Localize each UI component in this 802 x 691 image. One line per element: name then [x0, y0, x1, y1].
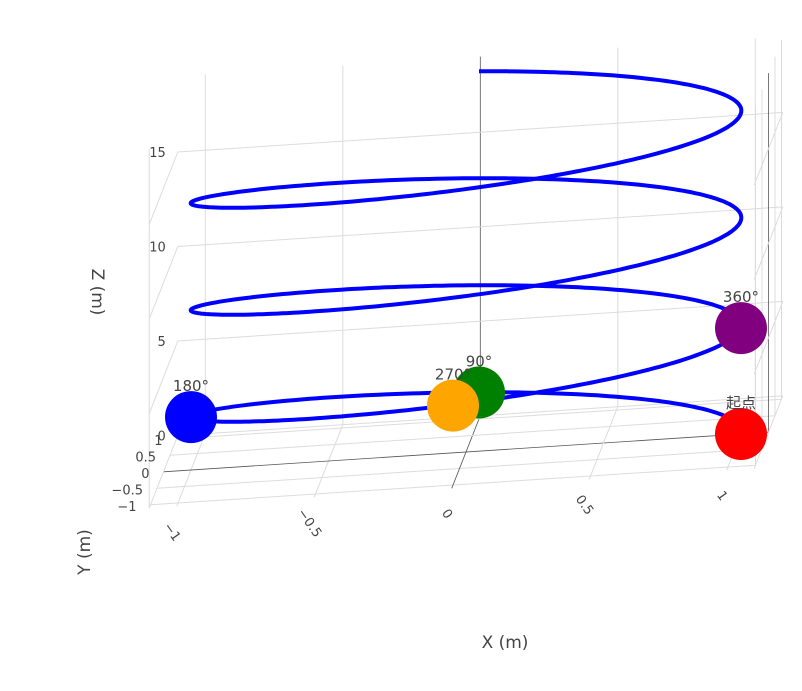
y-tick-label: −0.5 [111, 483, 143, 498]
y-tick-label: 0.5 [135, 450, 156, 465]
x-tick-label: 0 [438, 507, 455, 522]
x-axis-title: X (m) [482, 633, 529, 653]
side-wall-gridline [753, 395, 784, 469]
marker-label: 起点 [726, 394, 756, 412]
floor-gridline [588, 406, 619, 480]
z-tick-label: 0 [158, 430, 166, 445]
x-tick-label: −1 [160, 520, 183, 544]
floor-gridline [163, 431, 769, 473]
back-wall-gridline [177, 206, 783, 247]
marker-point [427, 379, 479, 432]
side-wall-gridline [753, 301, 784, 375]
grid-layer [148, 38, 784, 509]
x-tick-label: −0.5 [294, 506, 324, 540]
marker-point [715, 302, 767, 355]
y-axis-title: Y (m) [75, 529, 95, 576]
z-tick-label: 5 [158, 335, 166, 350]
y-tick-label: 1 [154, 434, 162, 449]
z-tick-label: 10 [149, 241, 166, 256]
marker-label: 180° [173, 377, 209, 395]
back-wall-gridline [177, 300, 783, 342]
back-wall-gridline [177, 111, 783, 153]
y-tick-label: −1 [117, 500, 136, 515]
floor-gridline [169, 415, 776, 456]
y-tick-label: 0 [141, 467, 149, 482]
x-tick-label: 0.5 [572, 493, 596, 519]
marker-label: 90° [466, 353, 493, 371]
z-axis-title: Z (m) [87, 269, 107, 316]
side-wall-gridline [148, 340, 179, 414]
marker-point [715, 408, 767, 460]
side-wall-gridline [753, 112, 784, 186]
marker-point [165, 391, 217, 444]
marker-label: 270° [435, 366, 471, 384]
side-wall-gridline [148, 435, 179, 509]
marker-layer: 起点 90° 180° 270° 360° [165, 288, 767, 460]
marker-label: 360° [723, 288, 759, 306]
side-wall-gridline [753, 206, 784, 280]
x-tick-label: 1 [713, 489, 730, 504]
side-wall-gridline [148, 151, 179, 225]
side-wall-gridline [148, 246, 179, 320]
z-tick-label: 15 [149, 146, 166, 161]
